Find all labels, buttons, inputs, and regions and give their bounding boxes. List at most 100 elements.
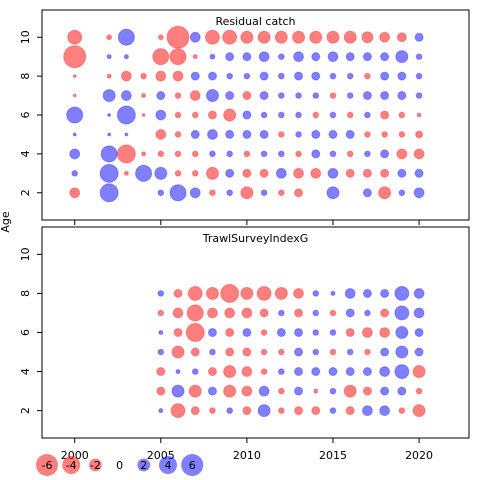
bubble [361, 405, 373, 417]
bubble [294, 308, 304, 318]
bubble [157, 189, 165, 197]
x-tick-label: 2010 [233, 449, 261, 462]
bubble [241, 366, 253, 378]
bubble [379, 366, 391, 378]
bubble [243, 150, 251, 158]
bubble [120, 90, 132, 101]
bubble [141, 113, 146, 117]
bubble [293, 51, 304, 63]
bubble [364, 72, 371, 80]
legend-label: -6 [42, 459, 53, 472]
bubble [66, 106, 84, 124]
bubble [328, 129, 338, 139]
bubble [312, 111, 320, 119]
bubble [174, 131, 182, 138]
bubble [380, 149, 390, 159]
bubble [209, 348, 216, 356]
bubble [395, 345, 409, 359]
bubble [189, 90, 201, 101]
bubble [329, 92, 337, 99]
bubble [329, 309, 337, 317]
bubble [240, 186, 254, 200]
bubble [190, 406, 200, 416]
legend-bubble [159, 456, 177, 474]
legend-label: -4 [66, 459, 77, 472]
bubble [190, 129, 200, 139]
bubble [345, 129, 355, 139]
bubble [329, 150, 337, 158]
bubble [397, 168, 407, 178]
bubble [277, 53, 285, 61]
bubble [412, 365, 426, 379]
bubble [362, 91, 372, 101]
y-axis-label: Age [0, 211, 12, 233]
bubble [397, 386, 407, 396]
legend-bubble [181, 453, 204, 477]
bubble [191, 111, 199, 119]
bubble [326, 186, 340, 200]
bubble [187, 285, 203, 301]
bubble [205, 89, 219, 103]
bubble [157, 290, 165, 297]
bubble [220, 283, 240, 303]
bubble [415, 130, 424, 139]
bubble [226, 150, 234, 158]
panel-title: TrawlSurveyIndexG [202, 232, 309, 245]
bubble [412, 404, 426, 418]
y-tick-label: 4 [19, 368, 32, 375]
bubble [259, 71, 269, 81]
bubble [294, 188, 304, 198]
bubble [225, 347, 235, 357]
bubble [106, 54, 112, 60]
bubble [311, 52, 321, 62]
bubble [241, 307, 253, 319]
bubble [99, 163, 119, 183]
legend-label: 6 [189, 459, 196, 472]
bubble [293, 287, 304, 299]
bubble [169, 184, 187, 202]
bubble [157, 150, 165, 158]
bubble [260, 111, 268, 119]
bubble [414, 347, 424, 357]
bubble [242, 168, 252, 178]
bubble [414, 32, 424, 42]
bubble [257, 404, 271, 418]
bubble [155, 109, 167, 121]
bubble [155, 129, 167, 140]
bubble [379, 31, 391, 43]
bubble [343, 30, 357, 44]
bubble [123, 54, 129, 60]
bubble [329, 111, 337, 119]
bubble [240, 30, 254, 44]
bubble [259, 168, 269, 178]
bubble [209, 53, 216, 60]
bubble [67, 29, 83, 45]
bubble [223, 108, 237, 122]
bubble [313, 388, 319, 394]
bubble [380, 71, 390, 81]
bubble [205, 166, 219, 180]
bubble [191, 169, 199, 177]
y-tick-label: 2 [19, 407, 32, 414]
bubble [185, 323, 205, 342]
bubble [395, 50, 409, 64]
bubble [345, 327, 355, 338]
bubble [152, 48, 170, 66]
bubble [311, 129, 321, 139]
bubble [397, 91, 407, 101]
bubble [242, 91, 252, 101]
bubble [362, 188, 372, 198]
bubble [140, 72, 147, 80]
bubble [277, 368, 285, 375]
bubble [381, 131, 388, 138]
bubble [380, 347, 390, 357]
bubble [174, 169, 182, 177]
bubble [158, 408, 164, 414]
bubble [311, 367, 321, 377]
bubble [226, 72, 234, 80]
bubble [294, 386, 304, 396]
bubble [260, 368, 268, 375]
bubble [294, 327, 304, 338]
bubble [189, 187, 201, 199]
